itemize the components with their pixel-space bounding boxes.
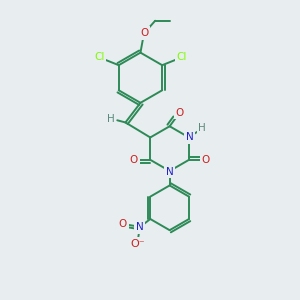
Text: Cl: Cl — [177, 52, 187, 62]
Text: H: H — [198, 124, 206, 134]
Text: O: O — [176, 108, 184, 118]
Text: O: O — [119, 220, 127, 230]
Text: N: N — [186, 132, 194, 142]
Text: H: H — [107, 114, 115, 124]
Text: O: O — [140, 28, 148, 38]
Text: O: O — [130, 155, 138, 165]
Text: O⁻: O⁻ — [130, 239, 145, 249]
Text: O: O — [201, 155, 209, 165]
Text: Cl: Cl — [94, 52, 104, 62]
Text: N: N — [136, 222, 144, 232]
Text: N: N — [166, 167, 173, 176]
